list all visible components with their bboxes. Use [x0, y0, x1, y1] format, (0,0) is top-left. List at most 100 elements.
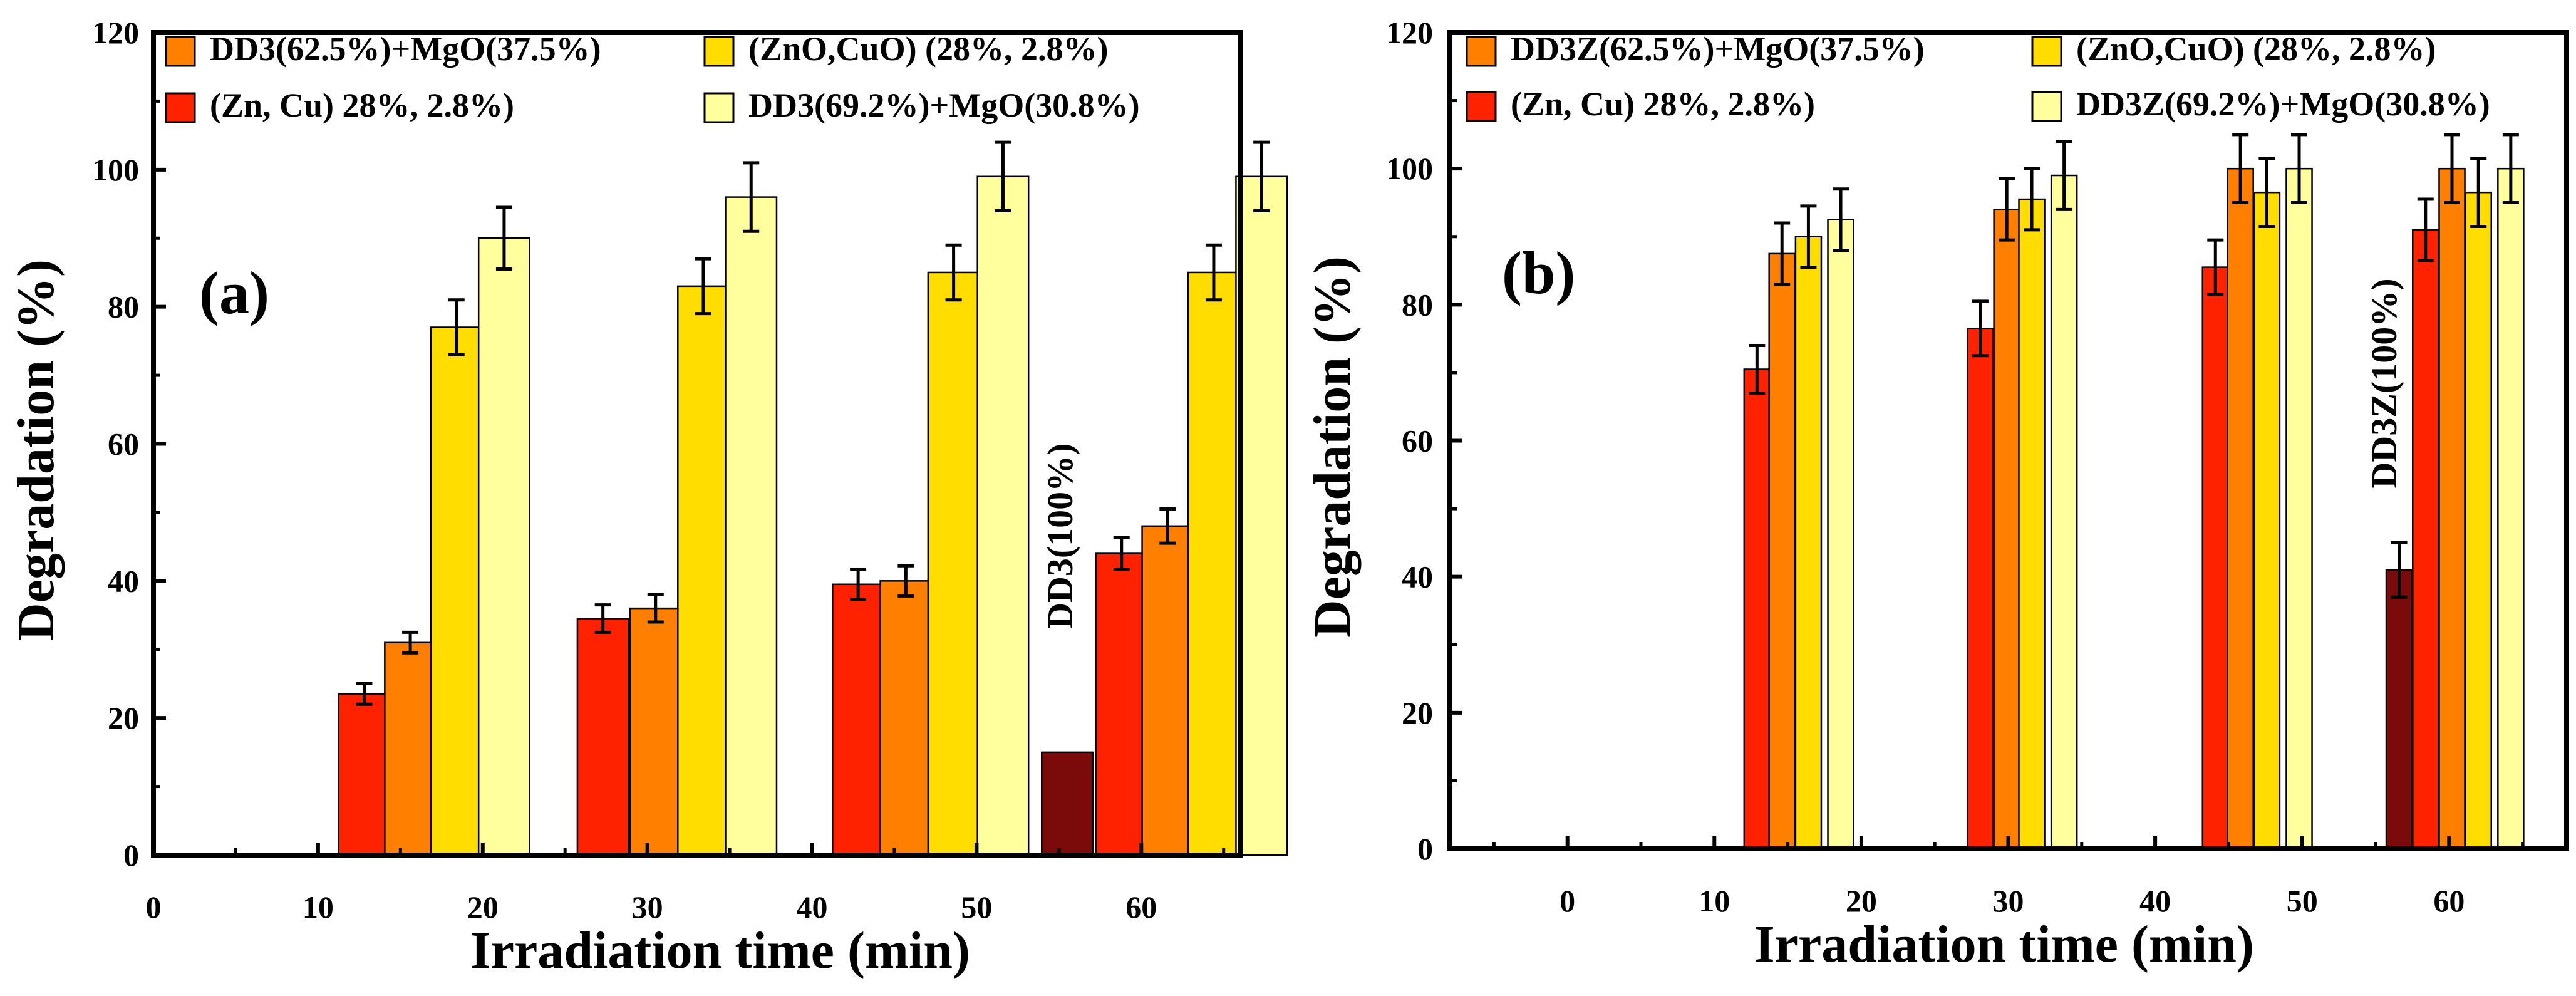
x-tick-label: 60 — [1125, 890, 1157, 925]
legend-item: DD3(62.5%)+MgO(37.5%) — [165, 30, 601, 68]
error-bar-dd3_69-1 — [2056, 140, 2072, 211]
x-tick-label: 0 — [1560, 883, 1575, 918]
bar-dd3_69-2 — [976, 175, 1030, 856]
bar-zno_cuo-3 — [2465, 191, 2493, 850]
bar-zn_cu-0 — [1743, 368, 1771, 850]
error-bar-dd3_69-1 — [743, 161, 760, 233]
y-tick-label: 20 — [1402, 695, 1433, 730]
legend-label: (ZnO,CuO) (28%, 2.8%) — [2076, 30, 2436, 68]
x-tick-label: 50 — [2287, 883, 2318, 918]
legend-item: (ZnO,CuO) (28%, 2.8%) — [2031, 30, 2436, 68]
legend-label: (Zn, Cu) 28%, 2.8%) — [210, 86, 514, 124]
panel-label: (a) — [199, 259, 269, 326]
error-bar-dd3_62-0 — [1774, 221, 1791, 286]
error-bar-zn_cu-2 — [2207, 238, 2224, 296]
x-tick-label: 0 — [146, 890, 162, 925]
error-bar-zn_cu-0 — [356, 682, 373, 706]
error-bar-dd3_62-3 — [1159, 507, 1176, 545]
panel-a: 0 20 40 60 80 100 120 0 10 20 30 40 50 60 Irradiation … — [7, 15, 1288, 980]
bar-dd3_62-3 — [1141, 525, 1194, 856]
bar-dd3_62-3 — [2438, 167, 2466, 850]
bar-zno_cuo-0 — [1794, 236, 1823, 850]
legend-label: DD3Z(69.2%)+MgO(30.8%) — [2076, 85, 2490, 123]
annotation-pure-sample: DD3Z(100%) — [2364, 278, 2404, 488]
y-tick-label: 0 — [123, 838, 139, 873]
bar-dd3_62-0 — [384, 641, 437, 856]
bar-dd3_62-1 — [629, 607, 682, 856]
error-bar-dd3_69-3 — [2502, 133, 2519, 204]
bar-dd3_69-2 — [2285, 167, 2313, 850]
error-bar-dd3_62-2 — [2232, 133, 2249, 204]
bar-dd3_69-0 — [1827, 219, 1854, 850]
error-bar-dd3_62-1 — [647, 593, 664, 624]
bar-dd3_62-0 — [1768, 252, 1796, 850]
legend-item: DD3(69.2%)+MgO(30.8%) — [703, 86, 1140, 124]
y-tick-label: 40 — [108, 563, 139, 598]
x-tick-label: 10 — [303, 890, 334, 925]
bar-zn_cu-3 — [2412, 229, 2439, 850]
legend-item: DD3Z(62.5%)+MgO(37.5%) — [1466, 30, 1925, 68]
bar-dd3_62-1 — [1993, 209, 2020, 850]
x-axis-label: Irradiation time (min) — [470, 921, 970, 980]
bar-zn_cu-1 — [576, 618, 629, 856]
annotation-pure-sample: DD3(100%) — [1040, 444, 1080, 629]
bar-zno_cuo-1 — [677, 285, 730, 856]
bar-dd3_62-2 — [879, 580, 933, 856]
bar-dd3_69-0 — [477, 237, 530, 856]
legend-swatch — [165, 36, 196, 67]
y-axis-label: Degradation (%) — [7, 259, 65, 641]
error-bar-dd3_pure-0 — [2391, 541, 2408, 599]
error-bar-zn_cu-2 — [850, 568, 867, 601]
legend-swatch — [2031, 36, 2062, 67]
legend-swatch — [703, 36, 735, 67]
legend-label: DD3(62.5%)+MgO(37.5%) — [210, 30, 601, 68]
legend-label: DD3(69.2%)+MgO(30.8%) — [748, 86, 1140, 124]
legend-label: (Zn, Cu) 28%, 2.8%) — [1511, 85, 1815, 123]
error-bar-zn_cu-3 — [2417, 197, 2434, 262]
legend-swatch — [2031, 91, 2062, 122]
x-tick-label: 20 — [1846, 883, 1877, 918]
panel-b: 0 20 40 60 80 100 120 0 10 20 30 40 50 60 Irradiation … — [1303, 15, 2569, 973]
error-bar-dd3_69-2 — [995, 140, 1011, 212]
bar-zn_cu-1 — [1967, 328, 1994, 850]
error-bar-zno_cuo-0 — [1800, 204, 1817, 269]
error-bar-dd3_62-0 — [402, 630, 419, 655]
bar-dd3_69-3 — [1235, 175, 1288, 856]
x-tick-label: 30 — [632, 890, 663, 925]
error-bar-dd3_69-0 — [1833, 187, 1849, 252]
error-bar-zn_cu-3 — [1113, 536, 1130, 571]
y-tick-label: 100 — [92, 152, 139, 187]
error-bar-zn_cu-1 — [594, 603, 611, 634]
y-tick-label: 40 — [1402, 559, 1433, 594]
bar-dd3_69-1 — [725, 196, 778, 856]
legend-item: DD3Z(69.2%)+MgO(30.8%) — [2031, 85, 2490, 123]
error-bar-zno_cuo-3 — [1205, 243, 1222, 302]
y-axis-label: Degradation (%) — [1303, 256, 1362, 638]
error-bar-dd3_69-2 — [2291, 133, 2308, 204]
error-bar-dd3_62-2 — [897, 564, 914, 598]
error-bar-zno_cuo-1 — [695, 257, 712, 316]
bar-zno_cuo-2 — [2253, 191, 2281, 850]
y-tick-label: 20 — [108, 700, 139, 735]
y-tick-label: 80 — [1402, 287, 1433, 322]
legend-item: (ZnO,CuO) (28%, 2.8%) — [703, 30, 1109, 68]
y-tick-label: 120 — [1386, 15, 1433, 50]
x-tick-label: 30 — [1993, 883, 2024, 918]
bar-zno_cuo-1 — [2018, 198, 2046, 850]
error-bar-dd3_62-3 — [2444, 133, 2461, 204]
bar-dd3_69-3 — [2497, 167, 2525, 850]
error-bar-zno_cuo-2 — [2258, 157, 2275, 228]
legend-label: DD3Z(62.5%)+MgO(37.5%) — [1511, 30, 1925, 68]
x-axis-label: Irradiation time (min) — [1754, 915, 2254, 973]
error-bar-zno_cuo-1 — [2024, 167, 2041, 232]
x-tick-label: 20 — [467, 890, 499, 925]
panel-label: (b) — [1502, 239, 1575, 306]
bar-dd3_pure-0 — [2385, 569, 2413, 850]
bar-zno_cuo-2 — [927, 271, 980, 856]
bar-zn_cu-3 — [1095, 552, 1148, 856]
legend-item: (Zn, Cu) 28%, 2.8%) — [1466, 85, 1815, 123]
bar-dd3_pure-0 — [1040, 751, 1094, 856]
y-tick-label: 0 — [1417, 831, 1433, 866]
error-bar-zno_cuo-2 — [945, 243, 962, 302]
